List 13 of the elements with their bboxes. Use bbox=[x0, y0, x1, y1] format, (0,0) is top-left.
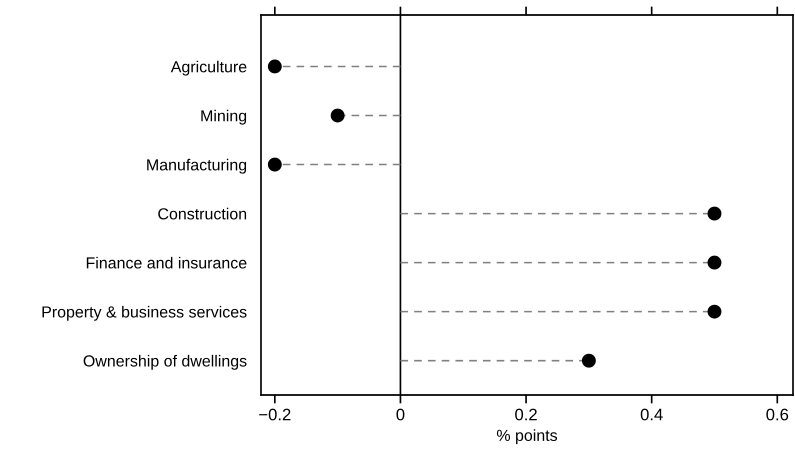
x-tick-label: 0.6 bbox=[766, 408, 788, 420]
y-tick-label: Agriculture bbox=[170, 60, 246, 76]
y-tick-label: Property & business services bbox=[42, 306, 247, 321]
y-tick-label: Ownership of dwellings bbox=[84, 354, 247, 370]
y-tick-label: Finance and insurance bbox=[86, 256, 246, 269]
y-tick-label: Mining bbox=[201, 110, 246, 125]
y-tick-label: Construction bbox=[158, 208, 246, 220]
x-tick-label: 0 bbox=[396, 408, 404, 420]
x-tick-label: −0.2 bbox=[259, 408, 290, 420]
x-axis-title: % points bbox=[496, 429, 558, 444]
x-tick-label: 0.4 bbox=[640, 408, 663, 420]
y-tick-label: Manufacturing bbox=[147, 158, 246, 174]
x-tick-label: 0.2 bbox=[515, 408, 537, 420]
